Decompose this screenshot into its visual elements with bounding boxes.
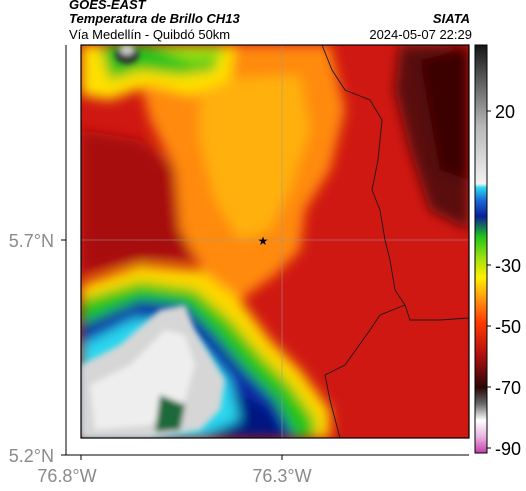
lon-tick-label: 76.8°W [37,466,96,486]
colorbar-tick: -50 [495,317,521,337]
lat-tick-label: 5.7°N [9,231,54,251]
lat-tick-label: 5.2°N [9,446,54,466]
lon-tick-label: 76.3°W [252,466,311,486]
agency-label: SIATA [432,11,470,26]
department-boundary [321,44,470,439]
location-marker: ★ [258,234,269,248]
product-title: Temperatura de Brillo CH13 [69,11,240,26]
brightness-temperature-field [81,45,469,438]
satellite-title: GOES-EAST [69,0,146,12]
colorbar-tick: -90 [495,439,521,459]
colorbar-tick: -70 [495,378,521,398]
colorbar-tick: 20 [495,102,515,122]
colorbar: 20 -30 -50 -70 -90 [474,44,521,459]
datetime-label: 2024-05-07 22:29 [369,27,472,42]
location-subtitle: Vía Medellín - Quibdó 50km [69,27,231,42]
colorbar-tick: -30 [495,256,521,276]
